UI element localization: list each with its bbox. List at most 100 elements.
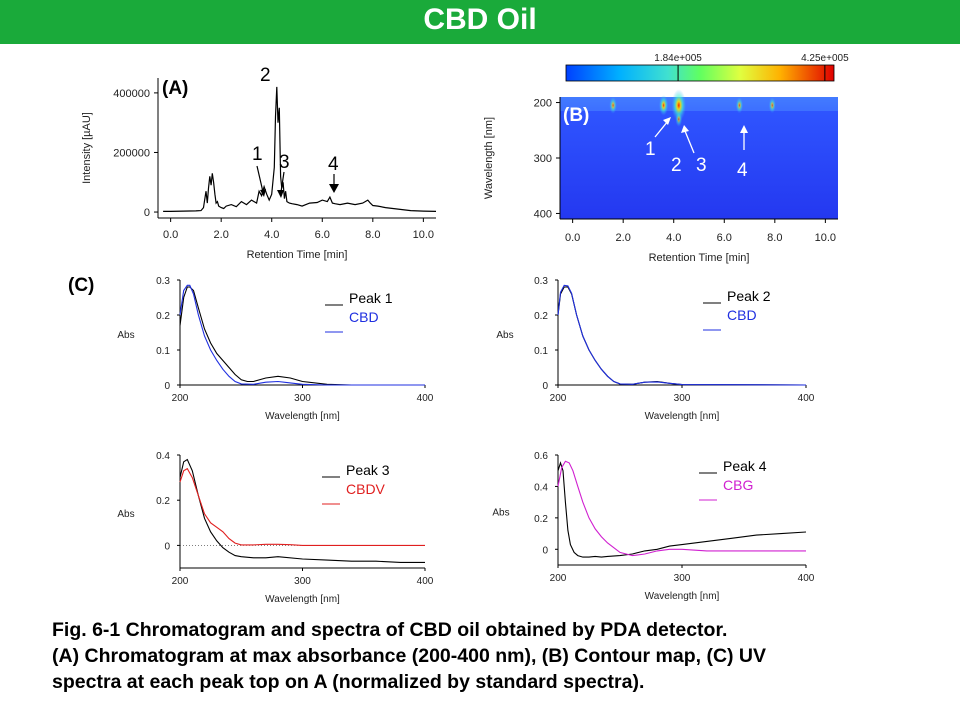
uv-peak4-chart: 200 300 400 0 0.2 0.4 0.6 Wavelength [nm] Abs Pea…	[492, 451, 814, 602]
peak-label-1: 1	[252, 144, 263, 165]
uv-peak1-y-tick-label: 0.3	[156, 276, 170, 287]
uv-peak1-legend-label-1: Peak 1	[349, 290, 393, 306]
contour-peak-label-3: 3	[696, 155, 707, 176]
contour-hotspot	[735, 97, 744, 114]
chromatogram-x-tick-label: 6.0	[315, 229, 330, 241]
contour-y-axis-label: Wavelength [nm]	[483, 117, 495, 199]
uv-peak1-x-tick-label: 400	[417, 393, 434, 404]
uv-peak2-y-axis-label: Abs	[496, 330, 513, 341]
uv-peak4-x-tick-label: 400	[798, 573, 815, 584]
uv-peak4-x-tick-label: 200	[550, 573, 567, 584]
colorbar-tick-label: 4.25e+005	[801, 53, 849, 64]
uv-peak3-legend-label-2: CBDV	[346, 481, 386, 497]
chromatogram-x-tick-label: 0.0	[163, 229, 178, 241]
contour-hotspot	[609, 96, 617, 114]
figure-caption: Fig. 6-1 Chromatogram and spectra of CBD…	[52, 617, 952, 695]
contour-chart: 0.0 2.0 4.0 6.0 8.0 10.0 200 300 400 Retention Ti…	[483, 53, 849, 264]
caption-line-3: spectra at each peak top on A (normalize…	[52, 671, 645, 693]
uv-peak4-series-1-line	[557, 461, 807, 558]
chromatogram-y-tick-label: 0	[144, 207, 150, 219]
contour-peak-1-arrow	[654, 120, 669, 138]
uv-peak1-y-tick-label: 0	[164, 381, 170, 392]
peak-3-arrow	[280, 171, 285, 193]
uv-peak4-series-2-line	[557, 460, 806, 557]
contour-x-axis-label: Retention Time [min]	[649, 252, 750, 264]
uv-peak3-series-1-line	[179, 458, 425, 563]
page-title: CBD Oil	[423, 3, 537, 36]
uv-peak4-legend-label-1: Peak 4	[723, 458, 767, 474]
peak-label-4: 4	[328, 154, 339, 175]
uv-peak3-y-tick-label: 0.2	[156, 496, 170, 507]
panel-a-tag: (A)	[162, 78, 188, 99]
uv-peak3-series-2-line	[179, 467, 425, 546]
contour-background	[560, 97, 838, 219]
uv-peak1-chart: 200 300 400 0 0.1 0.2 0.3 Wavelength [nm] Abs Pea…	[117, 276, 433, 422]
uv-peak1-x-tick-label: 300	[294, 393, 311, 404]
chromatogram-trace	[163, 86, 437, 212]
contour-y-tick-label: 300	[534, 153, 552, 165]
chromatogram-y-tick-label: 400000	[113, 88, 150, 100]
contour-peak-label-2: 2	[671, 155, 682, 176]
uv-peak3-legend-label-1: Peak 3	[346, 462, 390, 478]
uv-peak1-y-axis-label: Abs	[117, 330, 134, 341]
uv-peak3-x-tick-label: 200	[172, 576, 189, 587]
uv-peak4-y-axis-label: Abs	[492, 508, 509, 519]
panel-b-tag: (B)	[563, 105, 589, 126]
peak-label-3: 3	[279, 152, 290, 173]
contour-x-tick-label: 2.0	[616, 232, 631, 244]
caption-line-1: Fig. 6-1 Chromatogram and spectra of CBD…	[52, 619, 728, 641]
uv-peak4-x-tick-label: 300	[674, 573, 691, 584]
contour-x-tick-label: 8.0	[767, 232, 782, 244]
peak-label-2: 2	[260, 65, 271, 86]
uv-peak4-legend-label-2: CBG	[723, 477, 753, 493]
contour-peak-4-arrowhead	[740, 125, 748, 133]
uv-peak4-y-tick-label: 0.4	[534, 482, 548, 493]
chromatogram-x-tick-label: 8.0	[365, 229, 380, 241]
contour-peak-3-arrow	[684, 130, 695, 154]
uv-peak2-legend-label-2: CBD	[727, 307, 757, 323]
chromatogram-x-tick-label: 4.0	[264, 229, 279, 241]
contour-top-band	[560, 97, 838, 111]
panel-c-tag: (C)	[68, 275, 94, 296]
uv-peak2-y-tick-label: 0.1	[534, 346, 548, 357]
uv-peak3-chart: 200 300 400 0 0.2 0.4 Wavelength [nm] Abs Peak 3…	[117, 451, 433, 605]
contour-x-tick-label: 6.0	[717, 232, 732, 244]
contour-hotspot	[675, 111, 683, 127]
contour-x-tick-label: 4.0	[666, 232, 681, 244]
uv-peak4-x-axis-label: Wavelength [nm]	[645, 591, 720, 602]
contour-peak-1-arrowhead	[663, 117, 671, 125]
colorbar	[565, 64, 835, 82]
contour-x-tick-label: 10.0	[815, 232, 836, 244]
contour-y-tick-label: 400	[534, 208, 552, 220]
uv-peak1-x-axis-label: Wavelength [nm]	[265, 411, 340, 422]
chromatogram-x-tick-label: 10.0	[413, 229, 434, 241]
uv-peak2-y-tick-label: 0.2	[534, 311, 548, 322]
uv-peak3-x-tick-label: 300	[294, 576, 311, 587]
peak-4-arrowhead	[329, 184, 339, 193]
uv-peak3-x-axis-label: Wavelength [nm]	[265, 594, 340, 605]
contour-hotspot	[658, 95, 669, 116]
uv-peak2-series-2-line	[557, 284, 807, 386]
contour-peak-3-arrowhead	[681, 125, 689, 133]
uv-peak4-y-tick-label: 0.6	[534, 451, 548, 462]
uv-peak2-x-tick-label: 200	[550, 393, 567, 404]
uv-peak1-series-2-line	[179, 284, 425, 386]
chromatogram-y-tick-label: 200000	[113, 147, 150, 159]
peak-1-arrow	[256, 165, 264, 193]
contour-hotspot	[768, 97, 776, 114]
uv-peak1-y-tick-label: 0.1	[156, 346, 170, 357]
uv-peak2-x-axis-label: Wavelength [nm]	[645, 411, 720, 422]
uv-peak1-legend-label-2: CBD	[349, 309, 379, 325]
uv-peak1-series-1-line	[179, 286, 425, 386]
uv-peak3-y-tick-label: 0	[164, 541, 170, 552]
chromatogram-chart: 0.0 2.0 4.0 6.0 8.0 10.0 0 200000 400000 Retentio…	[81, 65, 437, 261]
contour-peak-label-4: 4	[737, 160, 748, 181]
uv-peak2-legend-label-1: Peak 2	[727, 288, 771, 304]
uv-peak3-y-tick-label: 0.4	[156, 451, 170, 462]
uv-peak3-y-axis-label: Abs	[117, 509, 134, 520]
peak-3-arrowhead	[277, 190, 284, 198]
contour-hotspot	[671, 89, 686, 122]
contour-y-tick-label: 200	[534, 98, 552, 110]
uv-peak2-y-tick-label: 0	[542, 381, 548, 392]
